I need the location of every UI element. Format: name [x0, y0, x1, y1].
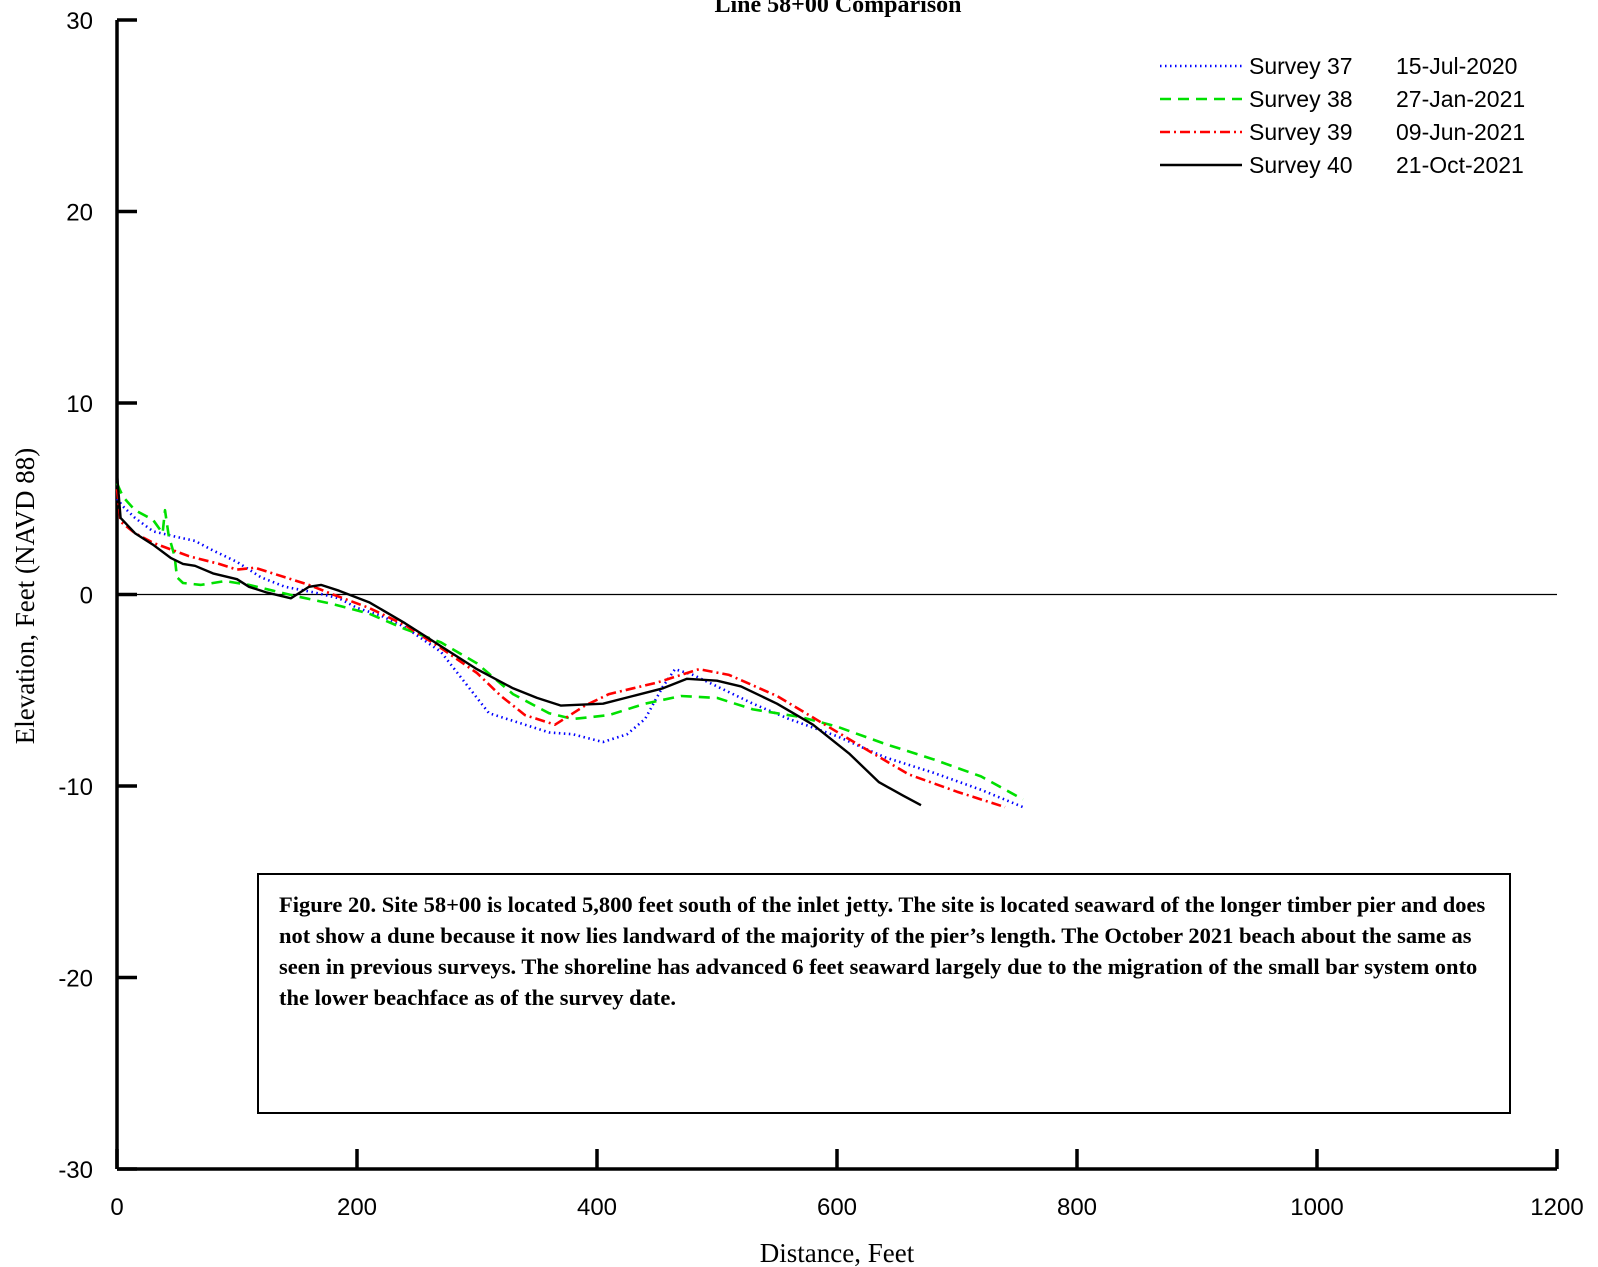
- y-tick-label: 20: [66, 200, 93, 227]
- legend-series-date: 21-Oct-2021: [1396, 152, 1524, 178]
- legend-series-name: Survey 39: [1249, 119, 1353, 145]
- figure-caption: Figure 20. Site 58+00 is located 5,800 f…: [279, 892, 1486, 1010]
- chart-title: Line 58+00 Comparison: [714, 0, 961, 18]
- y-tick-label: 0: [80, 583, 93, 610]
- series-layer: [115, 473, 1024, 809]
- x-tick-label: 600: [817, 1194, 857, 1221]
- legend-series-name: Survey 40: [1249, 152, 1353, 178]
- x-axis-label: Distance, Feet: [760, 1238, 915, 1267]
- y-tick-label: -20: [58, 966, 93, 993]
- legend-series-name: Survey 37: [1249, 53, 1353, 79]
- x-tick-label: 0: [110, 1194, 123, 1221]
- legend-series-date: 09-Jun-2021: [1396, 119, 1525, 145]
- x-tick-label: 800: [1057, 1194, 1097, 1221]
- y-tick-label: -30: [58, 1157, 93, 1184]
- series-line-2: [115, 482, 1024, 801]
- x-tick-label: 200: [337, 1194, 377, 1221]
- series-line-3: [115, 489, 1006, 809]
- x-tick-label: 1200: [1530, 1194, 1583, 1221]
- ticks-layer: 0 200 400 600 800 1000 1200 -30 -20 -10 0 10 20 30: [58, 8, 1583, 1221]
- legend-series-name: Survey 38: [1249, 86, 1353, 112]
- legend-series-date: 15-Jul-2020: [1396, 53, 1517, 79]
- y-tick-label: 10: [66, 391, 93, 418]
- x-tick-label: 1000: [1290, 1194, 1343, 1221]
- y-tick-label: -10: [58, 774, 93, 801]
- legend: Survey 37 15-Jul-2020 Survey 38 27-Jan-2021…: [1160, 53, 1525, 178]
- y-axis-label: Elevation, Feet (NAVD 88): [10, 448, 40, 744]
- x-tick-label: 400: [577, 1194, 617, 1221]
- series-line-1: [115, 497, 1024, 809]
- figure-caption-box: Figure 20. Site 58+00 is located 5,800 f…: [257, 873, 1511, 1114]
- legend-series-date: 27-Jan-2021: [1396, 86, 1525, 112]
- series-line-4: [115, 473, 922, 807]
- y-tick-label: 30: [66, 8, 93, 35]
